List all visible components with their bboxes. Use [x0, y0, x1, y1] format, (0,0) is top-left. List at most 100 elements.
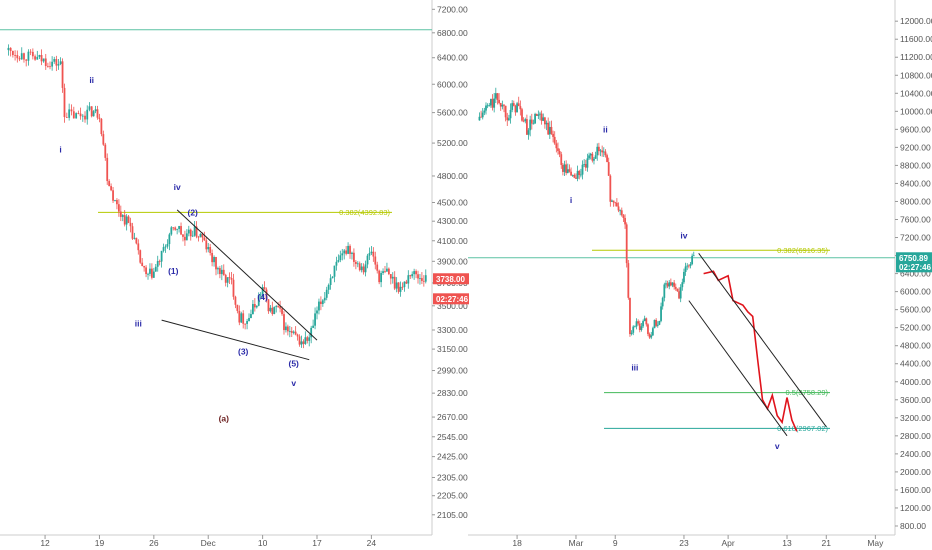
- y-tick-label: 4000.00: [900, 377, 931, 387]
- candle-body: [308, 337, 311, 341]
- wave-label: v: [775, 441, 780, 451]
- projection-path: [703, 270, 798, 432]
- y-tick-label: 5200.00: [900, 323, 931, 333]
- candle-body: [300, 341, 303, 345]
- candle-body: [678, 291, 680, 299]
- candle-body: [230, 277, 233, 280]
- price-tag-label: 02:27:46: [899, 263, 932, 272]
- candle-body: [51, 61, 54, 67]
- candle-body: [496, 93, 499, 100]
- candle-body: [655, 319, 658, 326]
- trendline: [161, 319, 310, 361]
- candle-body: [668, 282, 671, 287]
- x-tick-label: Dec: [201, 538, 217, 548]
- candle-body: [638, 323, 641, 330]
- candle-body: [255, 305, 258, 308]
- candle-body: [591, 153, 594, 161]
- candle-body: [98, 117, 101, 119]
- candle-body: [211, 253, 214, 263]
- candle-body: [584, 164, 587, 168]
- candle-body: [193, 226, 196, 236]
- candle-body: [213, 257, 215, 263]
- candle-body: [7, 47, 10, 51]
- wave-label: (a): [219, 414, 230, 424]
- candle-body: [273, 306, 276, 315]
- candle-body: [643, 318, 646, 322]
- wave-label: (5): [289, 358, 300, 368]
- candle-body: [630, 332, 633, 335]
- candle-body: [79, 113, 82, 117]
- candle-body: [325, 289, 328, 298]
- candle-body: [575, 177, 577, 179]
- candle-body: [543, 117, 546, 125]
- candle-body: [601, 150, 604, 153]
- y-tick-label: 2830.00: [437, 388, 468, 398]
- candle-body: [314, 313, 316, 326]
- x-tick-label: 13: [782, 538, 792, 548]
- candle-body: [25, 59, 28, 61]
- candle-body: [522, 120, 525, 122]
- candle-body: [648, 334, 651, 338]
- x-tick-label: 9: [613, 538, 618, 548]
- candle-body: [318, 301, 320, 311]
- y-tick-label: 3200.00: [900, 413, 931, 423]
- candle-body: [178, 226, 180, 229]
- candle-body: [586, 158, 589, 168]
- candle-body: [205, 240, 208, 250]
- candle-body: [566, 169, 569, 174]
- candle-body: [501, 104, 504, 107]
- candle-body: [509, 109, 512, 119]
- candle-body: [139, 250, 142, 263]
- candle-body: [277, 306, 280, 307]
- candle-body: [692, 255, 695, 257]
- candle-body: [269, 307, 272, 312]
- candle-body: [622, 215, 625, 218]
- candle-body: [671, 282, 674, 286]
- y-tick-label: 10800.00: [900, 70, 932, 80]
- candle-body: [261, 287, 264, 295]
- candle-body: [275, 306, 278, 307]
- candle-body: [321, 300, 324, 304]
- candle-body: [187, 229, 190, 234]
- candle-body: [635, 321, 638, 327]
- price-tag-label: 3738.00: [436, 275, 465, 284]
- price-tag-label: 02:27:46: [436, 295, 469, 304]
- y-tick-label: 7600.00: [900, 214, 931, 224]
- candle-body: [532, 123, 535, 125]
- y-tick-label: 2305.00: [437, 472, 468, 482]
- y-tick-label: 2545.00: [437, 432, 468, 442]
- y-tick-label: 3150.00: [437, 344, 468, 354]
- candle-body: [493, 98, 496, 108]
- candle-body: [172, 227, 175, 229]
- candle-body: [547, 122, 550, 135]
- candle-body: [92, 111, 95, 117]
- candle-body: [164, 246, 167, 248]
- candle-body: [310, 327, 313, 338]
- y-tick-label: 4100.00: [437, 236, 468, 246]
- candle-body: [545, 122, 548, 125]
- x-tick-label: 19: [95, 538, 105, 548]
- candle-body: [145, 267, 147, 275]
- candle-body: [240, 313, 243, 323]
- candle-body: [506, 117, 509, 121]
- candle-body: [535, 113, 538, 116]
- candle-body: [44, 58, 47, 66]
- candle-body: [162, 247, 165, 251]
- candle-body: [125, 216, 128, 225]
- price-tag: [896, 252, 932, 264]
- candle-body: [343, 250, 346, 254]
- candle-body: [524, 119, 527, 122]
- candle-body: [102, 134, 105, 145]
- y-tick-label: 5600.00: [437, 108, 468, 118]
- candle-body: [327, 284, 330, 290]
- y-tick-label: 2425.00: [437, 452, 468, 462]
- wave-label: iii: [135, 318, 142, 328]
- candle-body: [620, 210, 623, 216]
- candle-body: [604, 151, 607, 156]
- candle-body: [393, 276, 396, 289]
- candle-body: [488, 105, 491, 107]
- candle-body: [141, 262, 144, 267]
- candle-body: [42, 58, 45, 62]
- y-tick-label: 7200.00: [900, 233, 931, 243]
- candle-body: [294, 331, 297, 335]
